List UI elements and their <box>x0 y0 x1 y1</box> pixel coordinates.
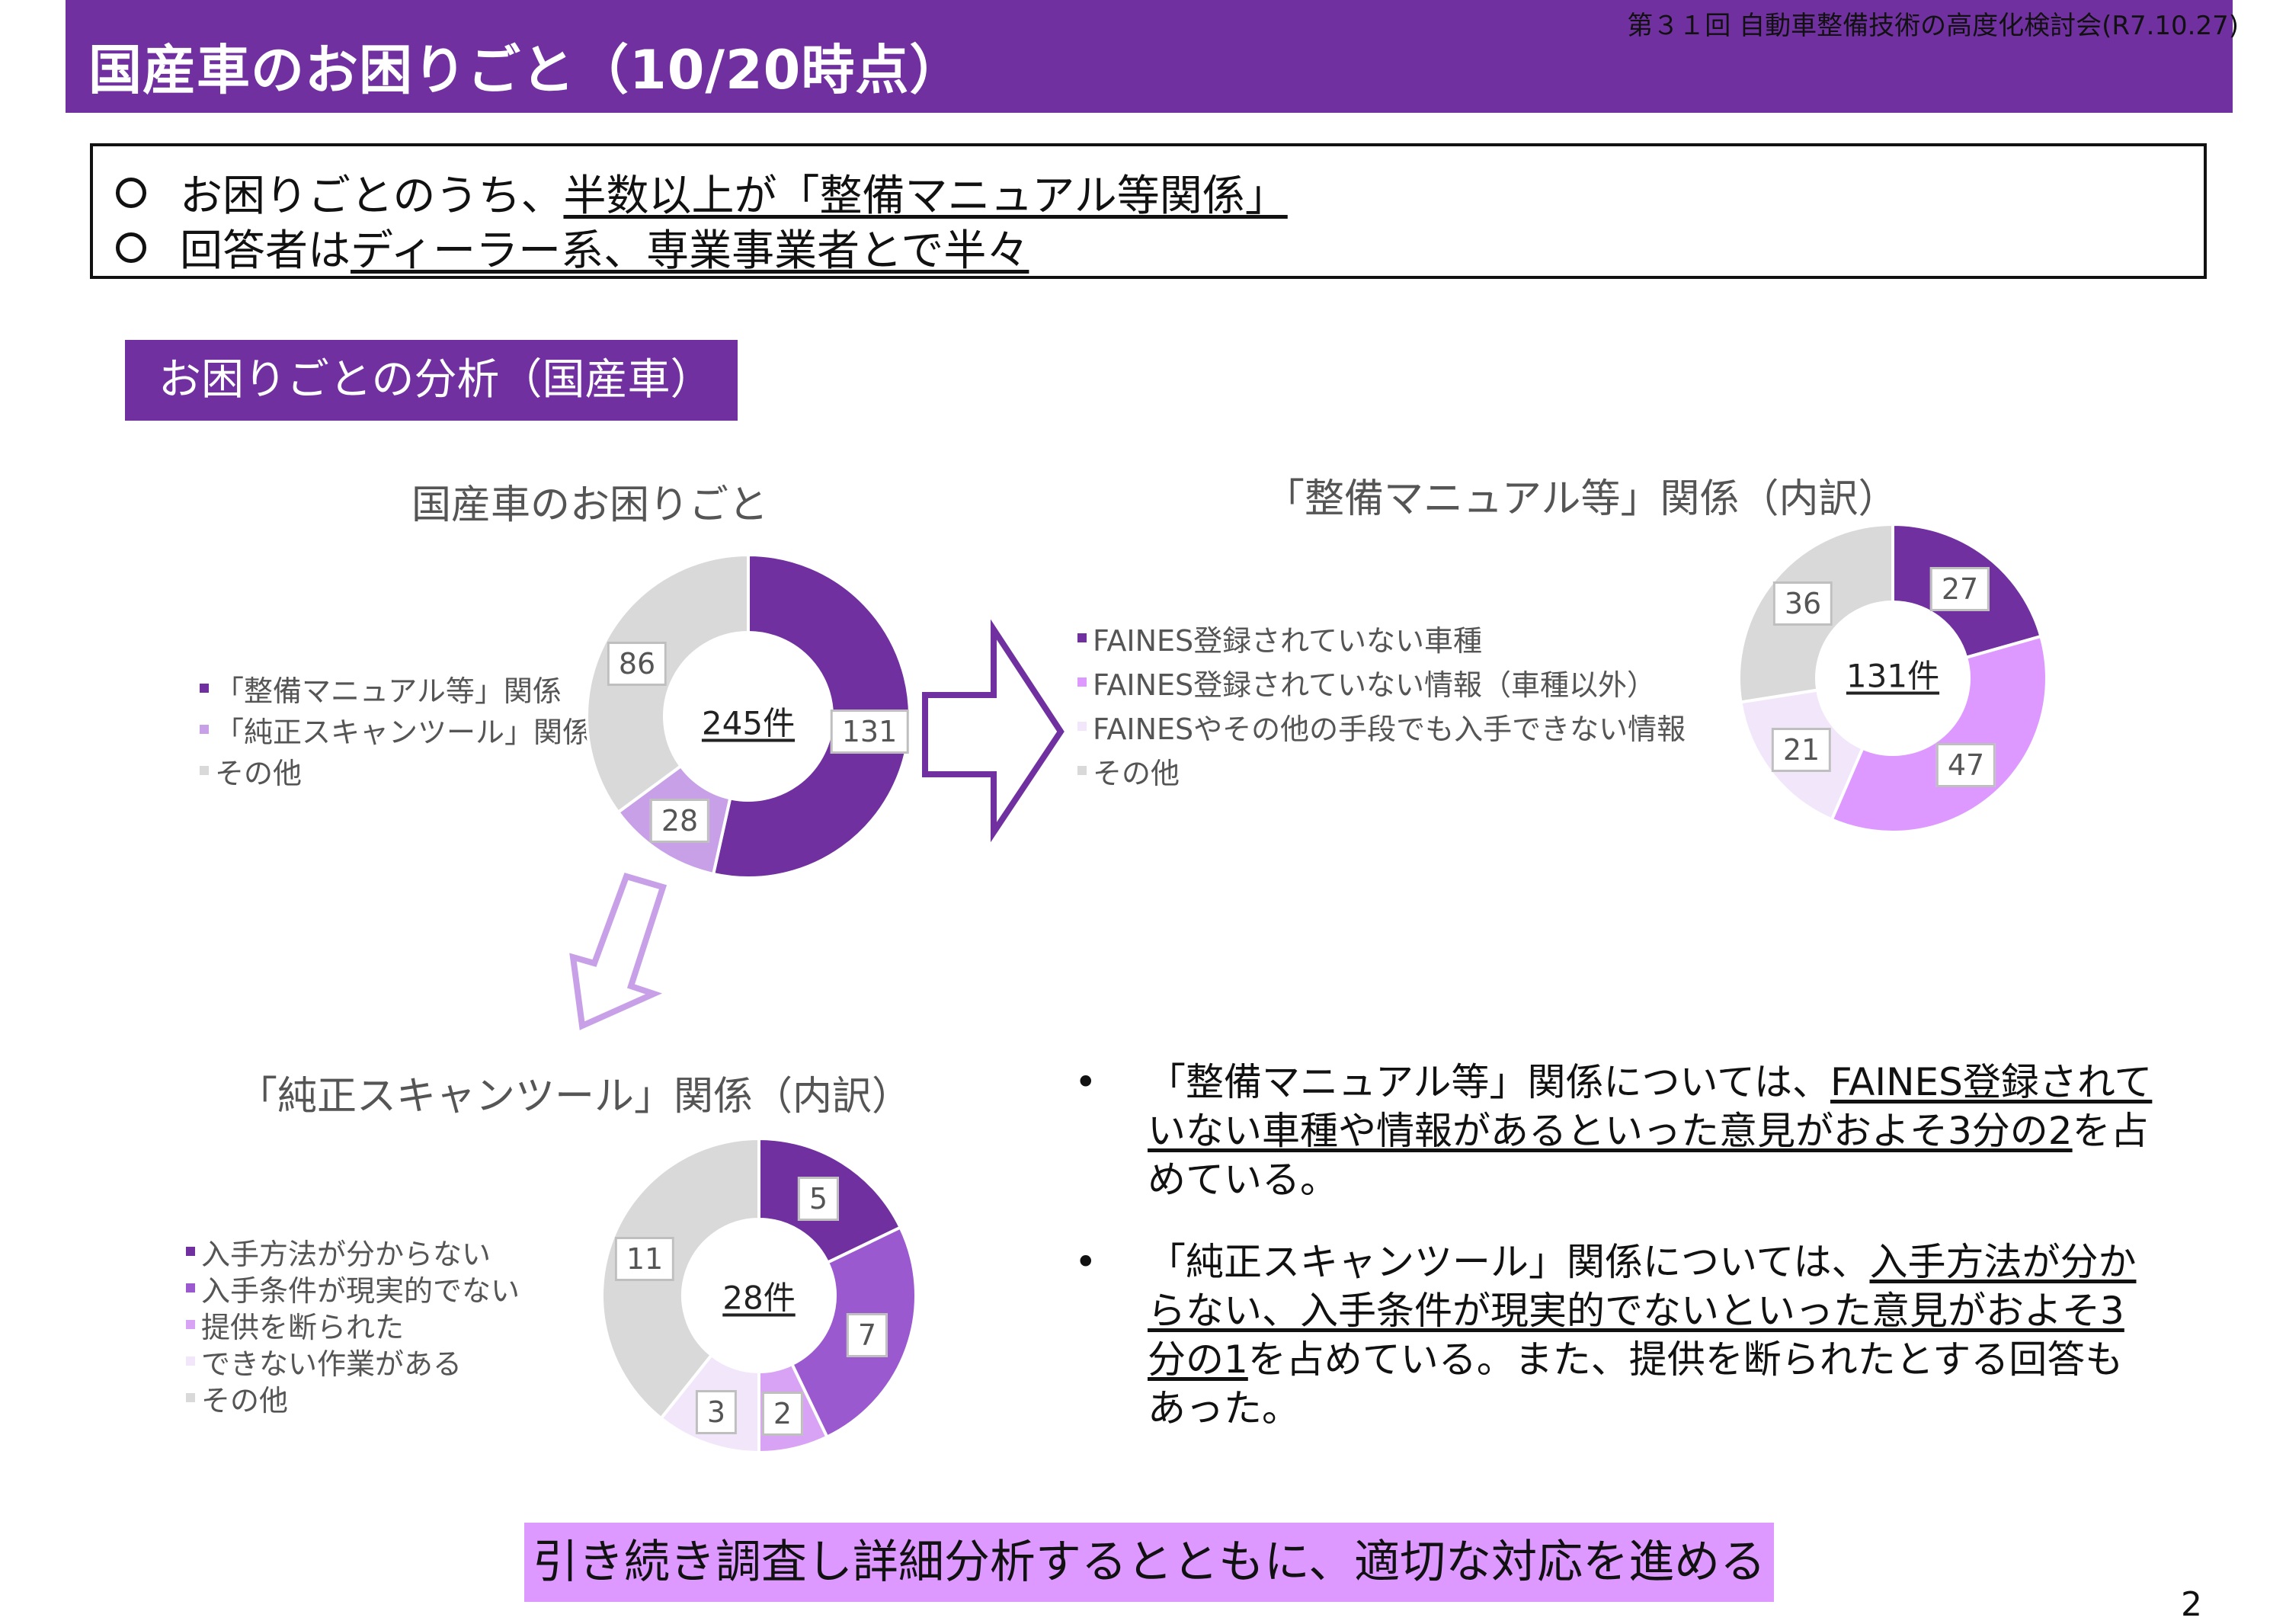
chart1-data-label: 28 <box>649 799 710 843</box>
legend-swatch <box>1077 766 1087 775</box>
legend-swatch <box>186 1393 195 1402</box>
section-tag: お困りごとの分析（国産車） <box>125 340 738 421</box>
summary-line-2: 回答者は ディーラー系、専業事業者とで半々 <box>116 216 1029 278</box>
conclusion-banner: 引き続き調査し詳細分析するとともに、適切な対応を進める <box>524 1523 1774 1602</box>
legend-swatch <box>186 1247 195 1256</box>
chart1-data-label: 131 <box>830 709 909 754</box>
legend-item: FAINES登録されていない情報（車種以外） <box>1077 660 1686 704</box>
legend-label: 「整備マニュアル等」関係 <box>215 674 562 708</box>
legend-swatch <box>1077 677 1087 687</box>
legend-item: 入手条件が現実的でない <box>186 1270 520 1308</box>
legend-item: その他 <box>200 750 591 791</box>
chart2-data-label: 27 <box>1929 567 1990 611</box>
chart3-data-label: 7 <box>846 1313 888 1357</box>
legend-swatch <box>186 1320 195 1329</box>
page-title: 国産車のお困りごと（10/20時点） <box>88 39 964 101</box>
chart2-data-label: 36 <box>1772 581 1833 626</box>
donut-slice <box>585 553 750 815</box>
legend-item: その他 <box>186 1379 520 1417</box>
legend-label: 「純正スキャンツール」関係 <box>215 715 592 749</box>
chart1-center-label: 245件 <box>701 704 796 742</box>
legend-swatch <box>200 684 209 693</box>
chart3-data-label: 5 <box>797 1177 840 1221</box>
summary-line-2-emphasis: ディーラー系、専業事業者とで半々 <box>351 226 1029 276</box>
legend-label: その他 <box>201 1383 289 1417</box>
legend-label: 入手方法が分からない <box>201 1237 491 1271</box>
legend-label: FAINES登録されていない車種 <box>1093 623 1482 658</box>
header-bar <box>66 0 2233 113</box>
legend-swatch <box>1077 633 1087 642</box>
legend-label: その他 <box>215 756 303 790</box>
legend-label: FAINESやその他の手段でも入手できない情報 <box>1093 712 1686 746</box>
finding-item: • 「整備マニュアル等」関係については、FAINES登録されていない車種や情報が… <box>1074 1058 2156 1204</box>
finding-emphasis: 入手方法が分からない、入手条件が現実的でないといった意見がおよそ3分の1 <box>1148 1240 2137 1382</box>
legend-item: できない作業がある <box>186 1343 520 1381</box>
findings-list: • 「整備マニュアル等」関係については、FAINES登録されていない車種や情報が… <box>1074 1058 2156 1466</box>
finding-text: 「純正スキャンツール」関係については、 <box>1148 1240 1870 1284</box>
summary-line-2-text: 回答者は <box>180 226 351 276</box>
chart2-data-label: 21 <box>1771 728 1832 772</box>
summary-line-1-emphasis: 半数以上が「整備マニュアル等関係」 <box>563 171 1288 221</box>
legend-item: 提供を断られた <box>186 1306 520 1344</box>
bullet-dot-icon: • <box>1074 1240 1097 1284</box>
chart1-legend: 「整備マニュアル等」関係 「純正スキャンツール」関係 その他 <box>200 668 591 791</box>
legend-swatch <box>1077 722 1087 731</box>
legend-label: できない作業がある <box>201 1347 463 1381</box>
legend-item: 「純正スキャンツール」関係 <box>200 709 591 750</box>
circle-bullet-icon <box>116 232 146 263</box>
chart2-center-label: 131件 <box>1846 657 1940 695</box>
chart1-title: 国産車のお困りごと <box>411 482 769 528</box>
circle-bullet-icon <box>116 177 146 208</box>
bullet-dot-icon: • <box>1074 1060 1097 1104</box>
legend-item: 入手方法が分からない <box>186 1233 520 1271</box>
legend-label: その他 <box>1093 756 1180 790</box>
chart3-legend: 入手方法が分からない 入手条件が現実的でない 提供を断られた できない作業がある… <box>186 1233 520 1417</box>
donut-slice <box>600 1136 760 1421</box>
chart1-data-label: 86 <box>607 642 668 686</box>
chart2-legend: FAINES登録されていない車種 FAINES登録されていない情報（車種以外） … <box>1077 616 1686 793</box>
meeting-label: 第３１回 自動車整備技術の高度化検討会(R7.10.27) <box>1627 11 2239 41</box>
chart2-data-label: 47 <box>1935 743 1996 787</box>
legend-swatch <box>186 1357 195 1366</box>
chart3-data-label: 11 <box>614 1237 675 1281</box>
chart3-center-label: 28件 <box>722 1279 796 1317</box>
chart2-title: 「整備マニュアル等」関係（内訳） <box>1265 476 1898 522</box>
legend-label: 入手条件が現実的でない <box>201 1273 520 1308</box>
chart3-data-label: 3 <box>695 1390 738 1434</box>
summary-line-1: お困りごとのうち、 半数以上が「整備マニュアル等関係」 <box>116 162 1288 223</box>
summary-box: お困りごとのうち、 半数以上が「整備マニュアル等関係」 回答者は ディーラー系、… <box>90 143 2207 279</box>
legend-swatch <box>186 1283 195 1292</box>
summary-line-1-text: お困りごとのうち、 <box>180 171 564 221</box>
finding-text: を占めている。また、提供を断られたとする回答もあった。 <box>1148 1337 2124 1430</box>
legend-swatch <box>200 725 209 734</box>
finding-item: • 「純正スキャンツール」関係については、入手方法が分からない、入手条件が現実的… <box>1074 1238 2156 1433</box>
chart3-title: 「純正スキャンツール」関係（内訳） <box>238 1074 912 1120</box>
finding-emphasis: FAINES登録されていない車種や情報があるといった意見がおよそ3分の2 <box>1148 1060 2153 1153</box>
legend-label: 提供を断られた <box>201 1310 405 1344</box>
finding-text: を占めている。 <box>1148 1109 2149 1202</box>
finding-text: 「整備マニュアル等」関係については、 <box>1148 1060 1830 1104</box>
legend-item: FAINESやその他の手段でも入手できない情報 <box>1077 704 1686 748</box>
chart3-data-label: 2 <box>761 1392 804 1436</box>
legend-label: FAINES登録されていない情報（車種以外） <box>1093 668 1656 702</box>
legend-item: 「整備マニュアル等」関係 <box>200 668 591 709</box>
legend-item: FAINES登録されていない車種 <box>1077 616 1686 660</box>
legend-swatch <box>200 766 209 775</box>
page-number: 2 <box>2181 1585 2202 1624</box>
legend-item: その他 <box>1077 748 1686 793</box>
donut-slice <box>711 553 911 879</box>
